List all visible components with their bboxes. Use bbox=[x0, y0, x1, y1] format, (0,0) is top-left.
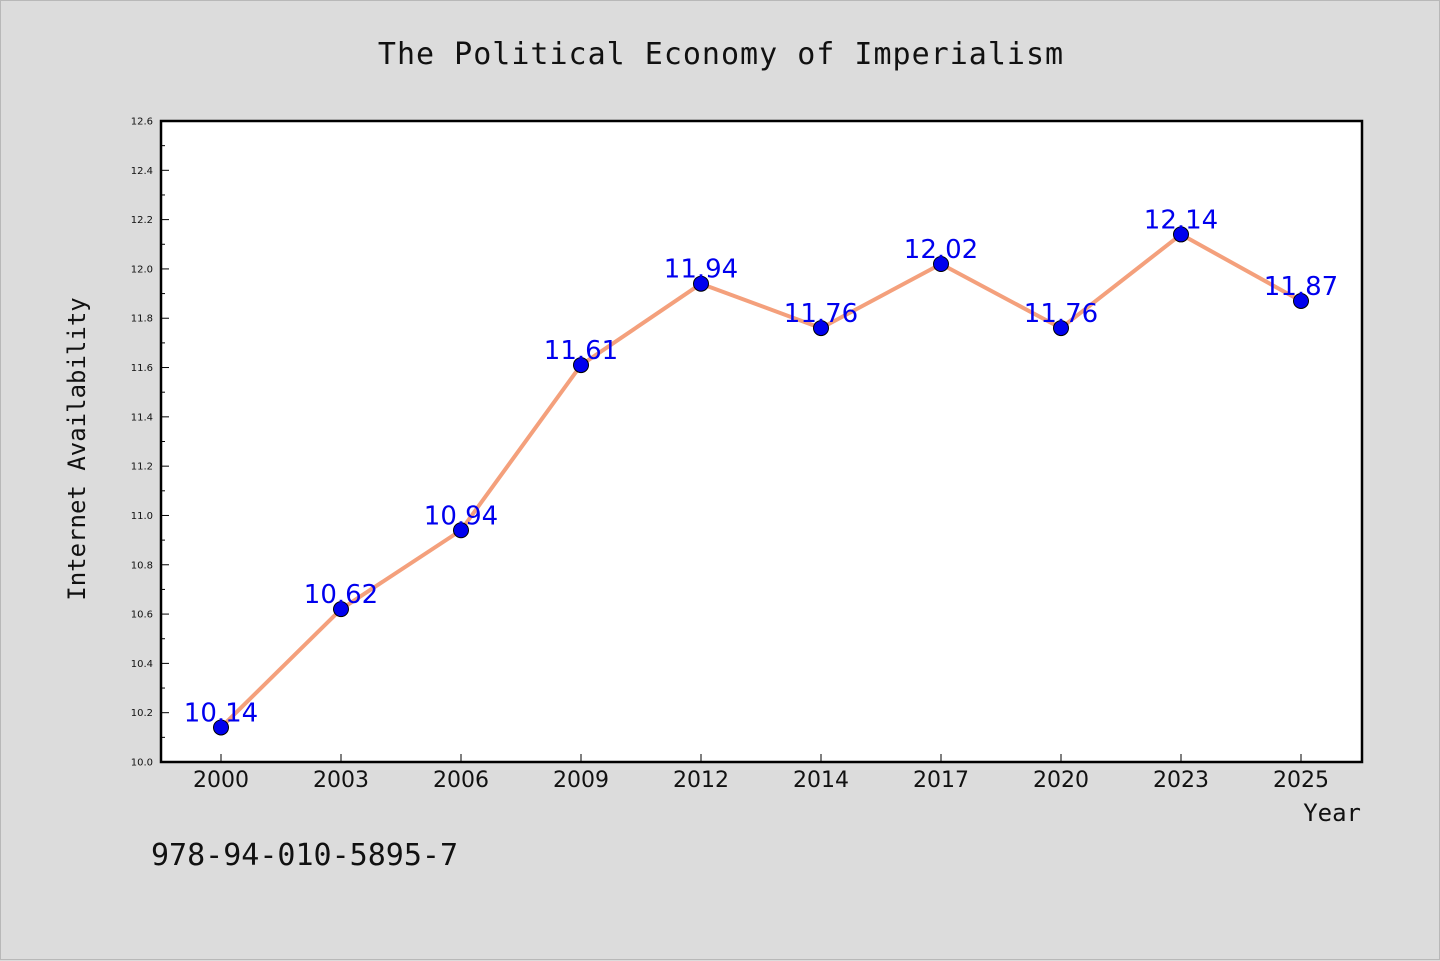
plot-border bbox=[159, 119, 1364, 764]
series-layer: 10.14 10.62 10.94 11.61 11.94 11.76 12.02 11.76… bbox=[184, 205, 1338, 736]
x-axis-title: Year bbox=[1303, 799, 1361, 827]
plot-area bbox=[161, 121, 1362, 762]
data-label: 10.62 bbox=[304, 580, 378, 610]
data-label: 11.76 bbox=[784, 299, 858, 329]
data-label: 11.94 bbox=[664, 255, 738, 285]
x-tick-label: 2020 bbox=[1033, 768, 1089, 793]
y-tick-label: 11.4 bbox=[131, 412, 153, 423]
data-point bbox=[933, 255, 949, 272]
x-tick-label: 2006 bbox=[433, 768, 489, 793]
x-tick-label: 2014 bbox=[793, 768, 849, 793]
data-point bbox=[1173, 226, 1189, 243]
data-point bbox=[333, 601, 349, 618]
data-point bbox=[1053, 320, 1069, 337]
x-tick-label: 2025 bbox=[1273, 768, 1329, 793]
data-point bbox=[1293, 292, 1309, 309]
y-tick-label: 10.2 bbox=[131, 708, 153, 719]
data-point bbox=[213, 719, 229, 736]
y-axis: 10.0 10.2 10.4 10.6 10.8 11.0 11.2 11.4 11.6 11.8… bbox=[131, 117, 169, 769]
data-point bbox=[693, 275, 709, 292]
data-point bbox=[813, 320, 829, 337]
y-tick-label: 11.2 bbox=[131, 462, 153, 473]
data-label: 11.76 bbox=[1024, 299, 1098, 329]
series-line bbox=[219, 232, 1303, 730]
x-tick-label: 2000 bbox=[193, 768, 249, 793]
y-tick-label: 12.2 bbox=[131, 215, 153, 226]
isbn-text: 978-94-010-5895-7 bbox=[151, 838, 458, 873]
data-point bbox=[573, 357, 589, 374]
x-tick-label: 2023 bbox=[1153, 768, 1209, 793]
y-tick-label: 11.0 bbox=[131, 511, 153, 522]
data-label: 10.14 bbox=[184, 698, 258, 728]
y-tick-label: 11.8 bbox=[131, 314, 153, 325]
data-label: 11.61 bbox=[544, 336, 618, 366]
y-tick-label: 10.4 bbox=[131, 659, 153, 670]
y-tick-label: 12.6 bbox=[131, 117, 153, 128]
y-axis-title: Internet Availability bbox=[63, 297, 91, 600]
x-tick-label: 2012 bbox=[673, 768, 729, 793]
x-tick-label: 2003 bbox=[313, 768, 369, 793]
data-label: 12.02 bbox=[904, 235, 978, 265]
y-tick-label: 12.4 bbox=[131, 166, 153, 177]
y-tick-label: 11.6 bbox=[131, 363, 153, 374]
data-label: 10.94 bbox=[424, 501, 498, 531]
y-tick-label: 10.8 bbox=[131, 560, 153, 571]
chart-title: The Political Economy of Imperialism bbox=[378, 37, 1064, 72]
y-tick-label: 10.6 bbox=[131, 610, 153, 621]
data-label: 11.87 bbox=[1264, 272, 1338, 302]
x-tick-label: 2009 bbox=[553, 768, 609, 793]
x-axis: 2000 2003 2006 2009 2012 2014 2017 2020 2023 2025 bbox=[193, 754, 1329, 793]
data-point bbox=[453, 522, 469, 539]
y-tick-label: 12.0 bbox=[131, 264, 153, 275]
data-label: 12.14 bbox=[1144, 205, 1218, 235]
x-tick-label: 2017 bbox=[913, 768, 969, 793]
y-tick-label: 10.0 bbox=[131, 758, 153, 769]
